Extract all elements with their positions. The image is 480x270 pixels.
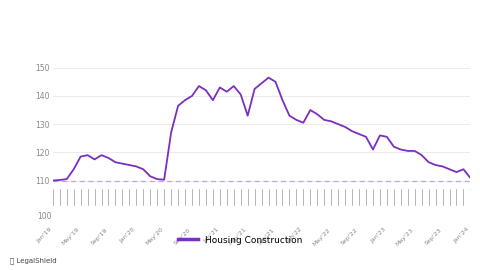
Text: 🛡 LegalShield: 🛡 LegalShield [10,257,56,264]
Text: Housing Construction Index: Housing Construction Index [87,19,393,39]
Legend: Housing Construction: Housing Construction [174,232,306,248]
